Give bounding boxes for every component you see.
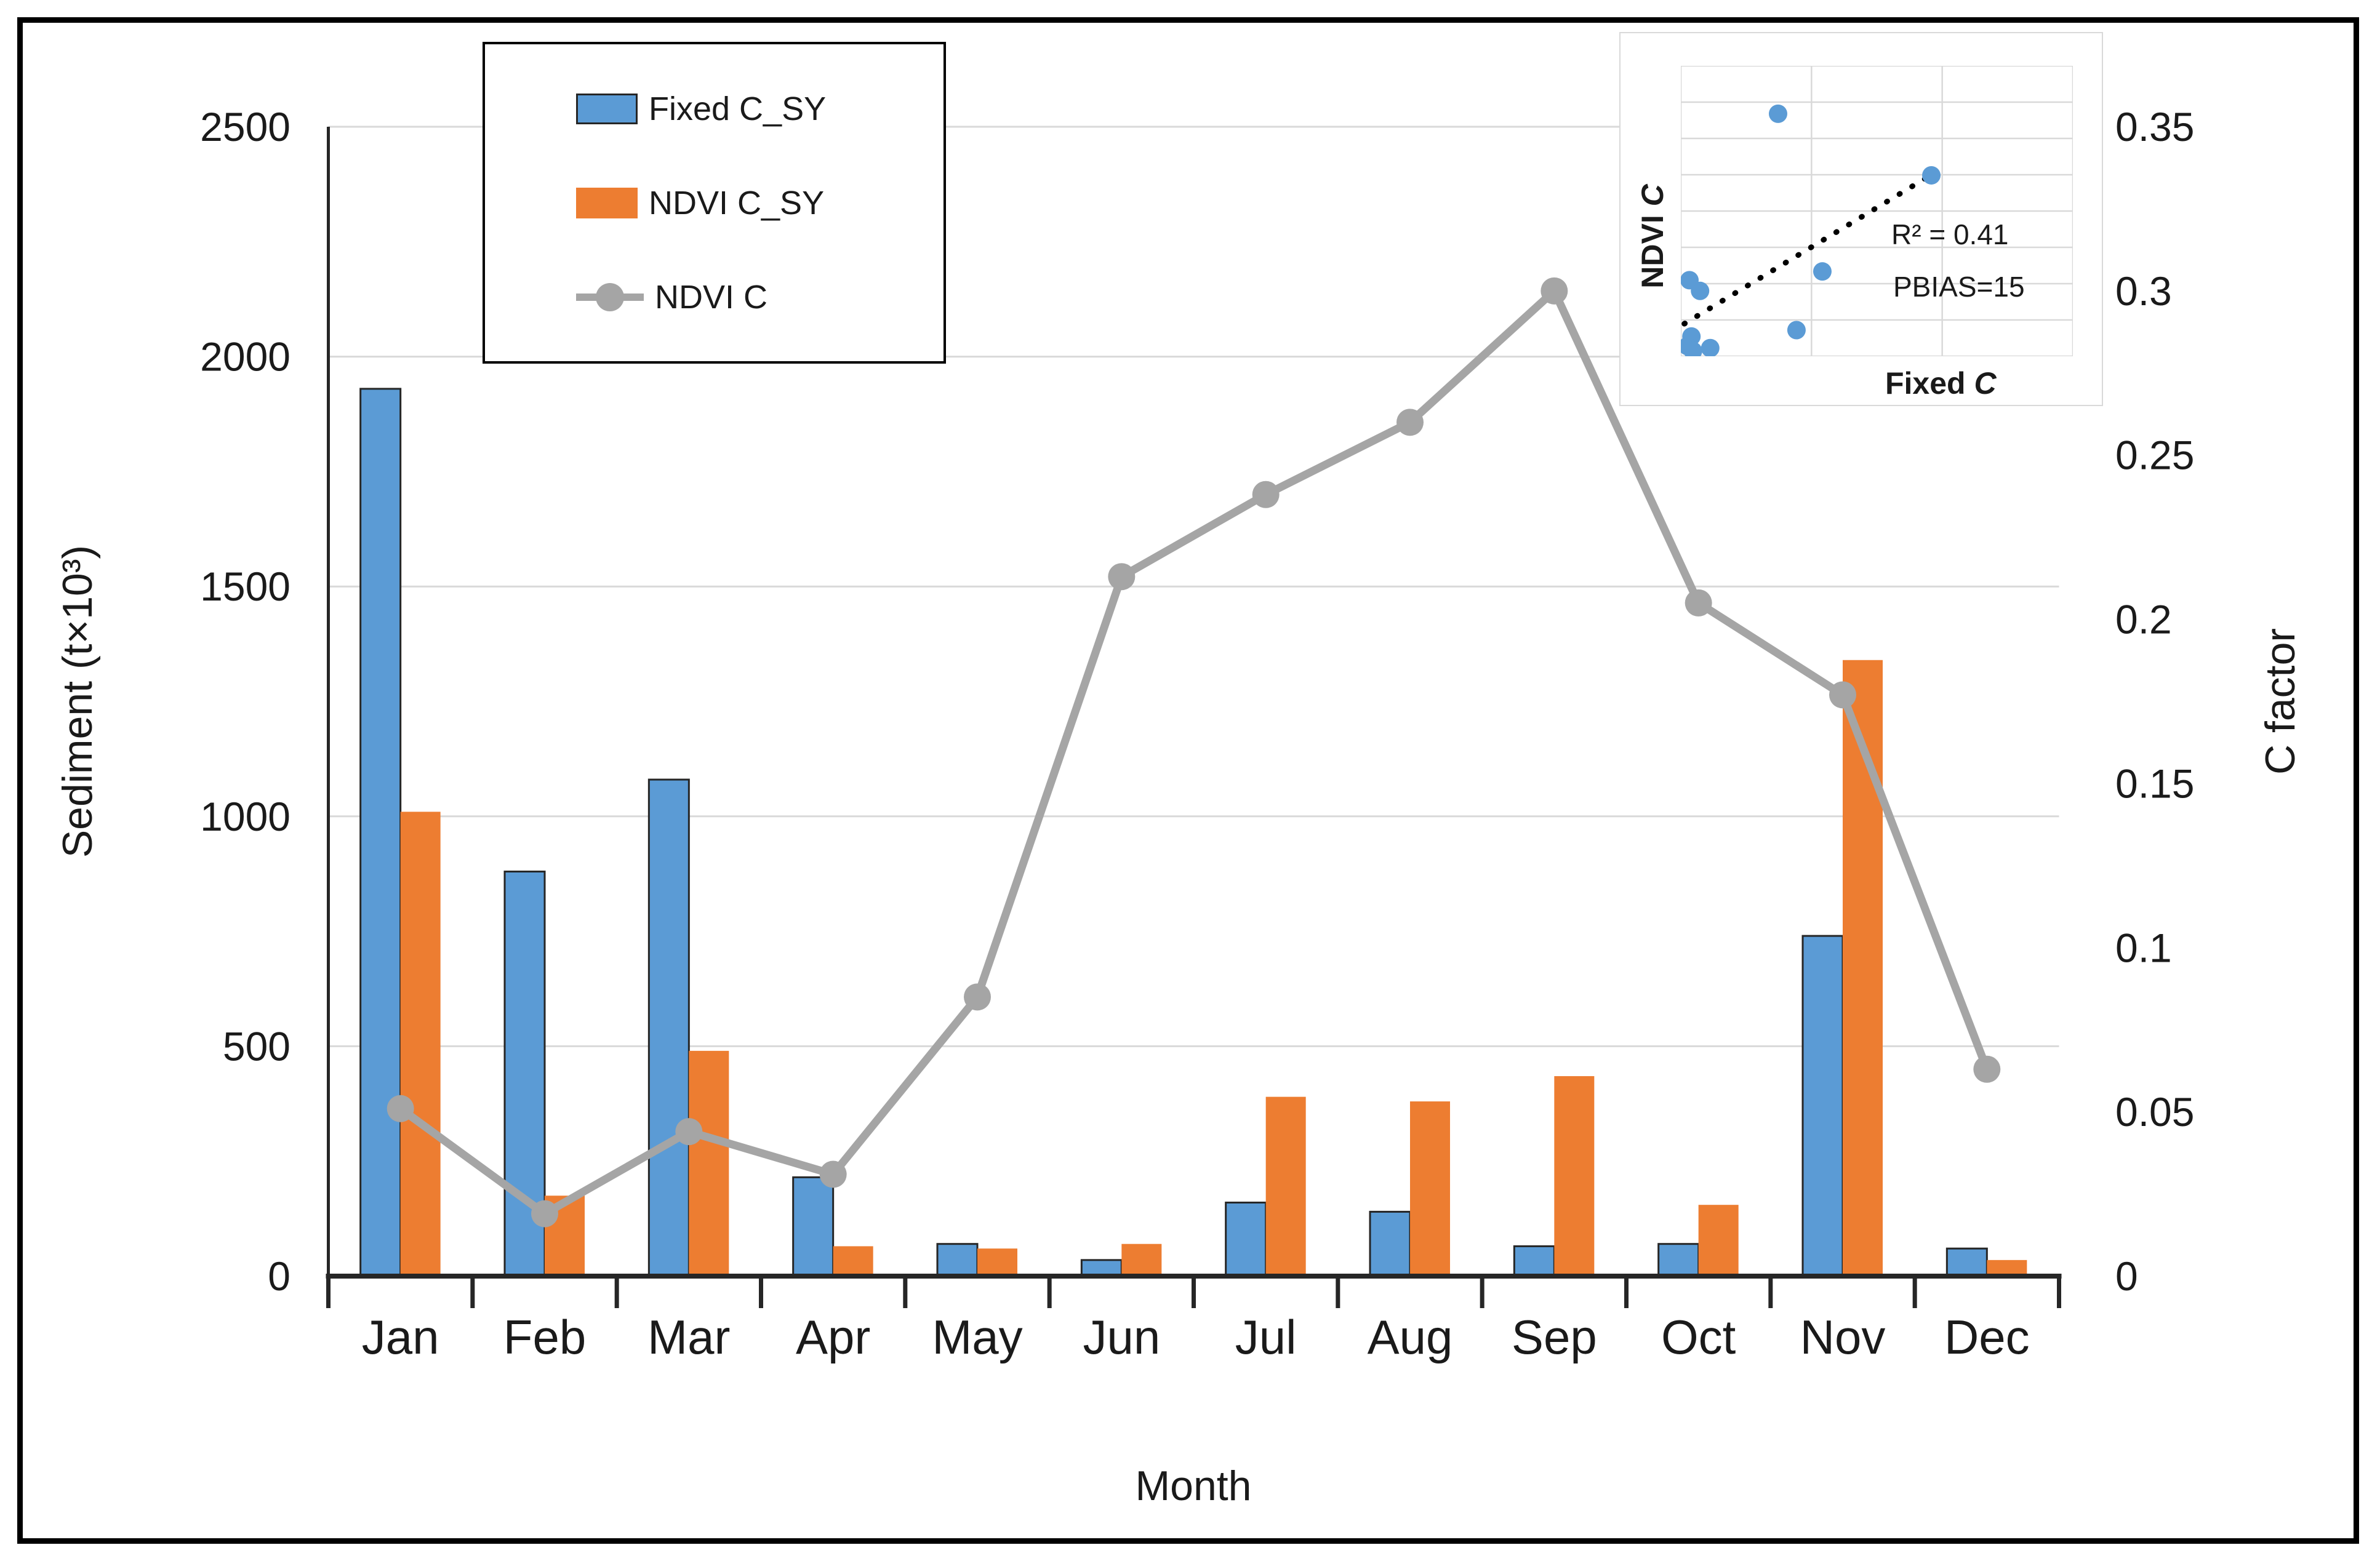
right-tick-label-0.1: 0.1	[2115, 925, 2172, 970]
bar-fixed-c-sy-apr	[792, 1176, 835, 1277]
x-tick-label-nov: Nov	[1800, 1310, 1886, 1364]
bar-ndvi-c-sy-oct	[1698, 1205, 1739, 1276]
legend-swatch-ndvi-csy	[576, 187, 638, 218]
bar-ndvi-c-sy-nov	[1843, 660, 1883, 1276]
bar-ndvi-c-sy-jul	[1265, 1096, 1306, 1276]
x-tick-label-sep: Sep	[1512, 1310, 1597, 1364]
line-ndvi-c	[396, 287, 1991, 1218]
line-marker-sep	[1541, 277, 1568, 305]
legend-item-ndvi-c: NDVI C	[576, 278, 937, 316]
right-tick-label-0.25: 0.25	[2115, 433, 2194, 478]
left-tick-label-0: 0	[268, 1253, 290, 1299]
inset-r2-annotation: R² = 0.41	[1891, 218, 2009, 250]
x-tick-label-aug: Aug	[1368, 1310, 1453, 1364]
inset-pbias-annotation: PBIAS=15	[1893, 271, 2025, 303]
x-tick-label-may: May	[932, 1310, 1022, 1364]
right-axis-title: C factor	[2257, 628, 2304, 775]
legend: Fixed C_SY NDVI C_SY NDVI C	[483, 42, 946, 364]
inset-scatter-point-3	[1691, 281, 1710, 300]
right-tick-label-0.2: 0.2	[2115, 597, 2172, 642]
legend-swatch-fixed-csy	[576, 93, 638, 124]
bar-ndvi-c-sy-jun	[1121, 1244, 1162, 1276]
x-tick-label-oct: Oct	[1661, 1310, 1736, 1364]
left-tick-label-1500: 1500	[200, 564, 290, 609]
left-tick-label-2500: 2500	[200, 104, 290, 150]
x-tick-label-jul: Jul	[1235, 1310, 1297, 1364]
legend-item-ndvi-csy: NDVI C_SY	[576, 184, 937, 222]
inset-scatter-canvas	[1681, 66, 2073, 356]
x-tick-label-mar: Mar	[647, 1310, 730, 1364]
inset-trendline	[1681, 170, 1938, 327]
inset-scatter-plot: NDVI C Fixed C R² = 0.41 PBIAS=15	[1619, 32, 2103, 406]
line-marker-aug	[1396, 409, 1424, 436]
bar-fixed-c-sy-jul	[1225, 1201, 1267, 1277]
bar-fixed-c-sy-jan	[359, 388, 402, 1277]
legend-label-ndvi-c: NDVI C	[655, 278, 768, 316]
left-tick-label-1000: 1000	[200, 794, 290, 839]
line-marker-mar	[675, 1118, 703, 1146]
line-marker-jul	[1252, 481, 1280, 508]
right-tick-label-0.15: 0.15	[2115, 761, 2194, 806]
legend-label-ndvi-csy: NDVI C_SY	[649, 184, 825, 222]
line-marker-apr	[819, 1160, 847, 1188]
bar-fixed-c-sy-oct	[1657, 1243, 1700, 1277]
line-marker-may	[964, 983, 991, 1011]
line-marker-oct	[1685, 589, 1712, 617]
bar-fixed-c-sy-dec	[1945, 1247, 1988, 1277]
line-marker-feb	[531, 1200, 558, 1228]
right-tick-label-0.35: 0.35	[2115, 104, 2194, 150]
bar-ndvi-c-sy-dec	[1987, 1260, 2027, 1276]
x-tick-label-jun: Jun	[1083, 1310, 1160, 1364]
inset-scatter-point-0	[1768, 104, 1787, 123]
legend-item-fixed-csy: Fixed C_SY	[576, 90, 937, 128]
line-marker-jan	[387, 1095, 414, 1122]
bar-ndvi-c-sy-mar	[689, 1050, 729, 1276]
bar-fixed-c-sy-aug	[1369, 1210, 1411, 1277]
left-tick-label-500: 500	[223, 1023, 290, 1069]
bar-ndvi-c-sy-may	[977, 1248, 1017, 1276]
legend-marker-icon	[596, 282, 624, 311]
left-axis-title: Sediment (t×10³)	[54, 545, 101, 858]
inset-scatter-point-4	[1813, 262, 1832, 281]
right-tick-label-0.3: 0.3	[2115, 268, 2172, 314]
legend-line-marker-sample	[576, 282, 644, 313]
right-tick-label-0.05: 0.05	[2115, 1089, 2194, 1135]
x-tick-label-jan: Jan	[362, 1310, 439, 1364]
bar-ndvi-c-sy-aug	[1410, 1101, 1450, 1276]
bar-fixed-c-sy-jun	[1080, 1259, 1123, 1277]
inset-scatter-point-9	[1701, 338, 1720, 356]
inset-scatter-point-8	[1683, 341, 1702, 356]
inset-scatter-point-5	[1787, 321, 1806, 340]
legend-label-fixed-csy: Fixed C_SY	[649, 90, 827, 127]
x-axis-title: Month	[1135, 1463, 1252, 1509]
inset-scatter-point-1	[1922, 166, 1941, 185]
line-marker-jun	[1108, 563, 1136, 591]
x-tick-label-dec: Dec	[1944, 1310, 2030, 1364]
x-tick-label-apr: Apr	[796, 1310, 870, 1364]
line-marker-nov	[1829, 681, 1856, 709]
bar-fixed-c-sy-nov	[1801, 935, 1844, 1277]
left-tick-label-2000: 2000	[200, 334, 290, 380]
right-tick-label-0: 0	[2115, 1253, 2138, 1299]
bar-fixed-c-sy-may	[936, 1243, 979, 1277]
bar-ndvi-c-sy-sep	[1554, 1076, 1595, 1276]
x-tick-label-feb: Feb	[503, 1310, 586, 1364]
bar-fixed-c-sy-mar	[647, 778, 690, 1277]
line-marker-dec	[1973, 1055, 2001, 1083]
bar-ndvi-c-sy-apr	[833, 1246, 873, 1276]
bar-ndvi-c-sy-jan	[400, 812, 441, 1276]
inset-y-axis-title: NDVI C	[1635, 184, 1670, 289]
bar-fixed-c-sy-sep	[1513, 1245, 1555, 1277]
